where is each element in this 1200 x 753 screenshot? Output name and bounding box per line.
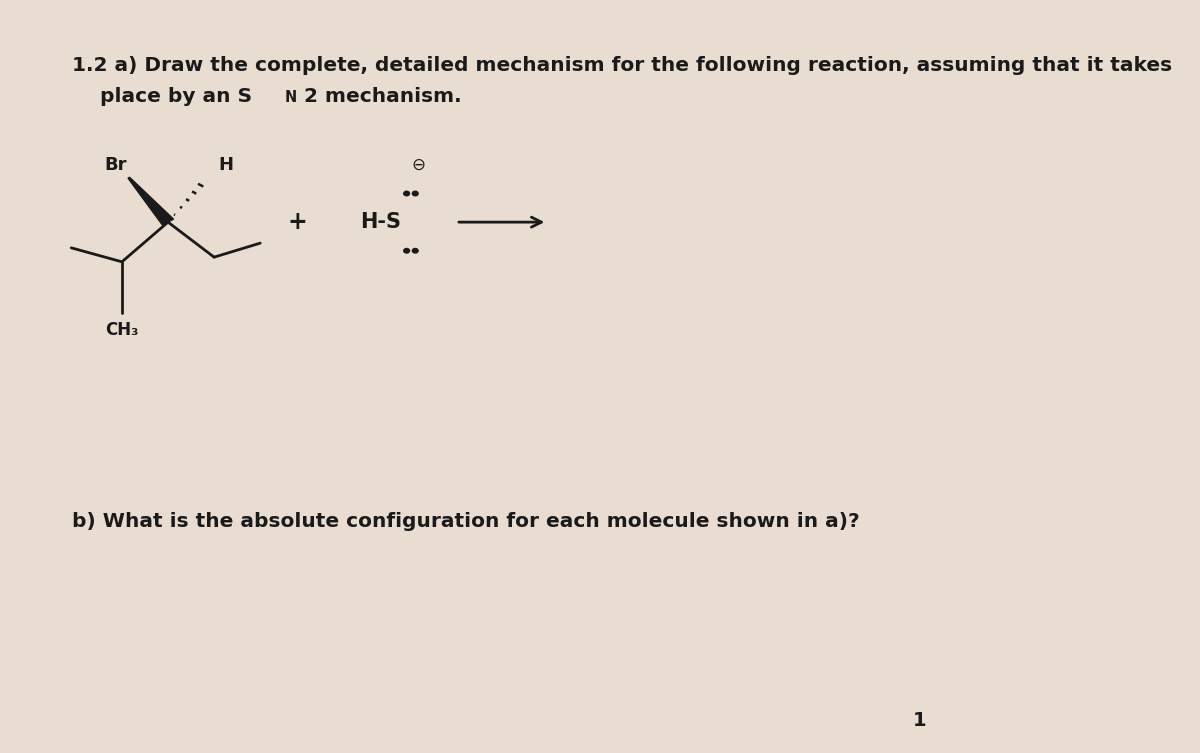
- Circle shape: [413, 191, 418, 196]
- Circle shape: [403, 248, 409, 253]
- Text: +: +: [288, 210, 307, 234]
- Circle shape: [413, 248, 418, 253]
- Text: 2 mechanism.: 2 mechanism.: [305, 87, 462, 105]
- Text: 1.2 a) Draw the complete, detailed mechanism for the following reaction, assumin: 1.2 a) Draw the complete, detailed mecha…: [72, 56, 1172, 75]
- Text: H: H: [218, 156, 234, 174]
- Text: 1: 1: [913, 712, 926, 730]
- Text: b) What is the absolute configuration for each molecule shown in a)?: b) What is the absolute configuration fo…: [72, 512, 859, 531]
- Text: CH₃: CH₃: [106, 321, 139, 339]
- Text: H-S: H-S: [360, 212, 401, 232]
- Circle shape: [403, 191, 409, 196]
- Text: place by an S: place by an S: [72, 87, 252, 105]
- Text: N: N: [284, 90, 296, 105]
- Text: ⊖: ⊖: [412, 156, 426, 174]
- Text: Br: Br: [104, 156, 127, 174]
- Polygon shape: [128, 178, 174, 225]
